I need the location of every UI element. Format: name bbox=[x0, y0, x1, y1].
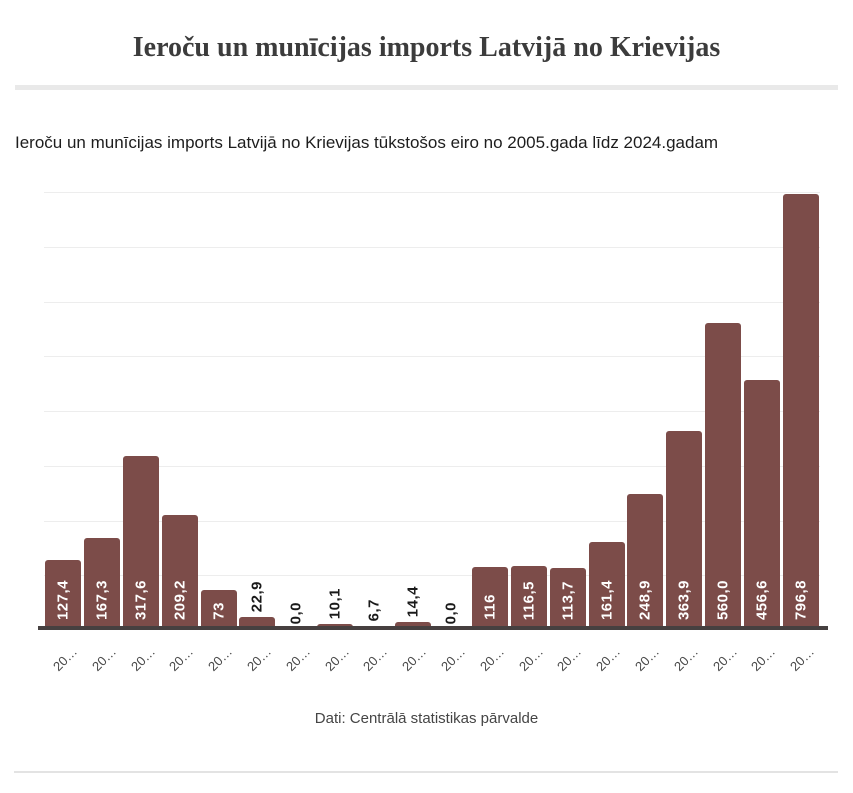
gridline-300 bbox=[44, 465, 820, 467]
chart-title: Ieroču un munīcijas imports Latvijā no K… bbox=[132, 32, 721, 63]
bar-value-label: 209,2 bbox=[171, 579, 189, 620]
bar-2022[interactable]: 560,0 bbox=[705, 323, 741, 630]
source-caption: Dati: Centrālā statistikas pārvalde bbox=[314, 710, 539, 727]
gridline-600 bbox=[44, 301, 820, 303]
bar-value-label: 6,7 bbox=[365, 598, 383, 622]
bar-value-label: 456,6 bbox=[753, 579, 771, 620]
title-divider bbox=[15, 85, 838, 90]
bar-value-label: 116,5 bbox=[520, 580, 538, 620]
bar-2020[interactable]: 248,9 bbox=[627, 493, 664, 630]
bar-2006[interactable]: 167,3 bbox=[84, 538, 121, 630]
bar-value-label: 127,4 bbox=[54, 579, 72, 620]
bar-value-label: 22,9 bbox=[248, 581, 266, 613]
x-axis-line bbox=[38, 626, 828, 630]
bar-2008[interactable]: 209,2 bbox=[161, 515, 198, 630]
plot-area: 127,4 167,3 317,6 209,2 73 22,9 0,0 10,1 6,7 14,4… bbox=[44, 192, 820, 630]
bar-value-label: 0,0 bbox=[287, 601, 305, 624]
bar-2005[interactable]: 127,4 bbox=[45, 560, 82, 630]
bar-2007[interactable]: 317,6 bbox=[123, 456, 159, 630]
bar-value-label: 116 bbox=[481, 594, 499, 620]
x-axis-labels: 20… 20… 20… 20… 20… 20… 20… 20… 20… 20… 20… 20… 20… 2… bbox=[49, 644, 818, 675]
bar-2024[interactable]: 796,8 bbox=[782, 193, 819, 630]
bar-2017[interactable]: 116,5 bbox=[511, 566, 547, 630]
gridline-400 bbox=[44, 411, 820, 412]
bar-value-label: 363,9 bbox=[675, 579, 693, 620]
chart-subtitle: Ieroču un munīcijas imports Latvijā no K… bbox=[15, 133, 719, 152]
bar-value-label: 560,0 bbox=[714, 579, 732, 620]
bar-value-label: 113,7 bbox=[559, 580, 577, 620]
bar-value-label: 317,6 bbox=[132, 579, 150, 620]
bar-2009[interactable]: 73 bbox=[200, 590, 237, 630]
gridline-100 bbox=[44, 575, 820, 577]
bar-value-label: 0,0 bbox=[442, 601, 460, 624]
bar-value-label: 10,1 bbox=[326, 588, 344, 620]
bar-value-label: 14,4 bbox=[404, 585, 422, 618]
bar-2019[interactable]: 161,4 bbox=[588, 541, 625, 630]
bar-2018[interactable]: 113,7 bbox=[549, 567, 586, 630]
bar-value-label: 796,8 bbox=[792, 579, 810, 620]
bar-value-label: 73 bbox=[210, 602, 228, 620]
gridline-500 bbox=[44, 356, 820, 358]
gridline-200 bbox=[44, 520, 820, 522]
gridline-800 bbox=[44, 192, 820, 193]
bar-value-label: 167,3 bbox=[93, 579, 111, 620]
bar-2021[interactable]: 363,9 bbox=[666, 430, 703, 630]
footer-divider bbox=[14, 771, 838, 773]
gridline-700 bbox=[44, 246, 820, 248]
bar-value-label: 248,9 bbox=[636, 579, 654, 620]
bar-chart: 127,4 167,3 317,6 209,2 73 22,9 0,0 10,1 6,7 14,4… bbox=[0, 192, 853, 692]
bar-value-label: 161,4 bbox=[598, 579, 616, 620]
bar-2016[interactable]: 116 bbox=[472, 566, 509, 630]
bar-2023[interactable]: 456,6 bbox=[743, 380, 780, 630]
